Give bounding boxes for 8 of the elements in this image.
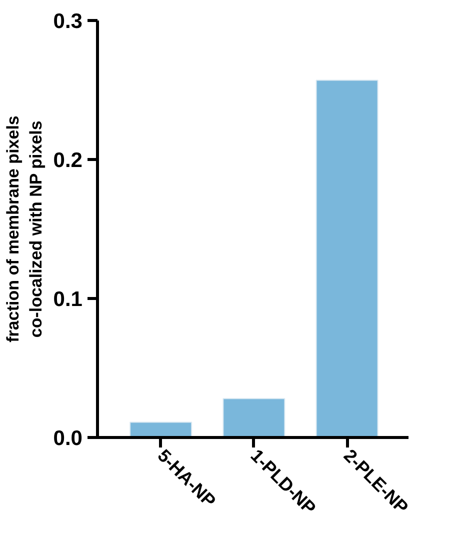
y-tick-label: 0.1	[53, 288, 83, 311]
y-tick-label: 0.3	[53, 10, 83, 33]
y-tick-label: 0.0	[53, 427, 83, 450]
y-tick-label: 0.2	[53, 149, 83, 172]
bar	[130, 422, 192, 438]
bar	[316, 80, 378, 438]
y-axis-title: fraction of membrane pixels co-localized with NP pixels	[4, 116, 46, 342]
bar	[222, 398, 286, 438]
